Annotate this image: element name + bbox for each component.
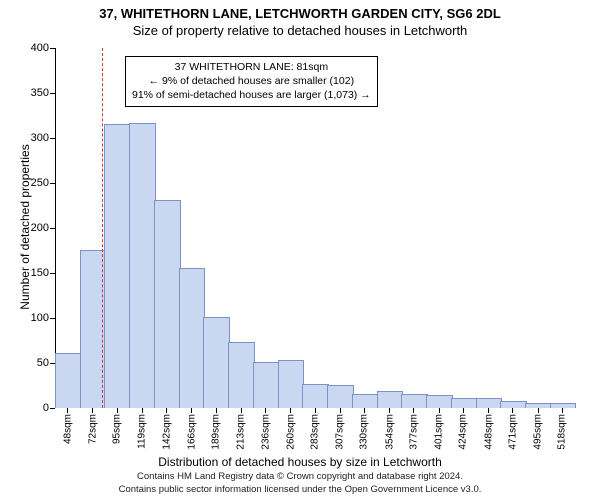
x-tick-label: 307sqm	[335, 414, 346, 450]
annotation-line-3: 91% of semi-detached houses are larger (…	[132, 88, 371, 102]
histogram-bar	[476, 398, 503, 408]
title-line-2: Size of property relative to detached ho…	[0, 23, 600, 38]
x-tick-label: 471sqm	[507, 414, 518, 450]
x-tick-label: 401sqm	[434, 414, 445, 450]
title-line-1: 37, WHITETHORN LANE, LETCHWORTH GARDEN C…	[0, 6, 600, 21]
histogram-bar	[179, 268, 206, 409]
y-tick-label: 350	[31, 87, 49, 99]
y-tick-label: 250	[31, 177, 49, 189]
annotation-line-1: 37 WHITETHORN LANE: 81sqm	[132, 60, 371, 74]
histogram-bar	[203, 317, 230, 408]
footer-line-1: Contains HM Land Registry data © Crown c…	[0, 471, 600, 483]
histogram-bar	[253, 362, 280, 408]
footer: Contains HM Land Registry data © Crown c…	[0, 471, 600, 496]
y-tick-label: 100	[31, 312, 49, 324]
histogram-bar	[401, 394, 428, 409]
x-tick-label: 283sqm	[310, 414, 321, 450]
histogram-bar	[129, 123, 156, 408]
histogram-bar	[426, 395, 453, 408]
histogram-bar	[278, 360, 305, 408]
x-tick-label: 72sqm	[87, 414, 98, 444]
x-tick-label: 236sqm	[260, 414, 271, 450]
y-tick-label: 50	[37, 357, 49, 369]
histogram-bar	[302, 384, 329, 408]
x-tick-label: 377sqm	[408, 414, 419, 450]
x-axis-label: Distribution of detached houses by size …	[0, 455, 600, 469]
histogram-bar	[500, 401, 527, 408]
x-tick-label: 189sqm	[211, 414, 222, 450]
marker-line	[102, 48, 104, 408]
y-tick-label: 150	[31, 267, 49, 279]
x-tick-label: 448sqm	[483, 414, 494, 450]
y-tick-label: 0	[43, 402, 49, 414]
x-tick-label: 495sqm	[533, 414, 544, 450]
x-tick-label: 354sqm	[384, 414, 395, 450]
histogram-bar	[352, 394, 379, 409]
x-tick-label: 424sqm	[458, 414, 469, 450]
y-tick-label: 200	[31, 222, 49, 234]
x-tick-label: 518sqm	[557, 414, 568, 450]
y-tick-label: 300	[31, 132, 49, 144]
histogram-bar	[55, 353, 82, 408]
histogram-bar	[451, 398, 478, 408]
x-tick-label: 213sqm	[236, 414, 247, 450]
histogram-bar	[104, 124, 131, 409]
histogram-bar	[327, 385, 354, 409]
x-tick-label: 95sqm	[112, 414, 123, 444]
x-tick-label: 48sqm	[62, 414, 73, 444]
x-tick-label: 142sqm	[161, 414, 172, 450]
footer-line-2: Contains public sector information licen…	[0, 484, 600, 496]
annotation-line-2: ← 9% of detached houses are smaller (102…	[132, 74, 371, 88]
x-tick-label: 166sqm	[186, 414, 197, 450]
histogram-bar	[228, 342, 255, 408]
x-tick-label: 330sqm	[359, 414, 370, 450]
x-tick-label: 119sqm	[137, 414, 148, 449]
chart-area: 05010015020025030035040048sqm72sqm95sqm1…	[55, 48, 575, 408]
y-tick-label: 400	[31, 42, 49, 54]
x-tick-label: 260sqm	[285, 414, 296, 450]
y-axis-label: Number of detached properties	[18, 127, 32, 327]
histogram-bar	[154, 200, 181, 408]
annotation-box: 37 WHITETHORN LANE: 81sqm← 9% of detache…	[125, 56, 378, 107]
histogram-bar	[550, 403, 577, 409]
histogram-bar	[377, 391, 404, 408]
